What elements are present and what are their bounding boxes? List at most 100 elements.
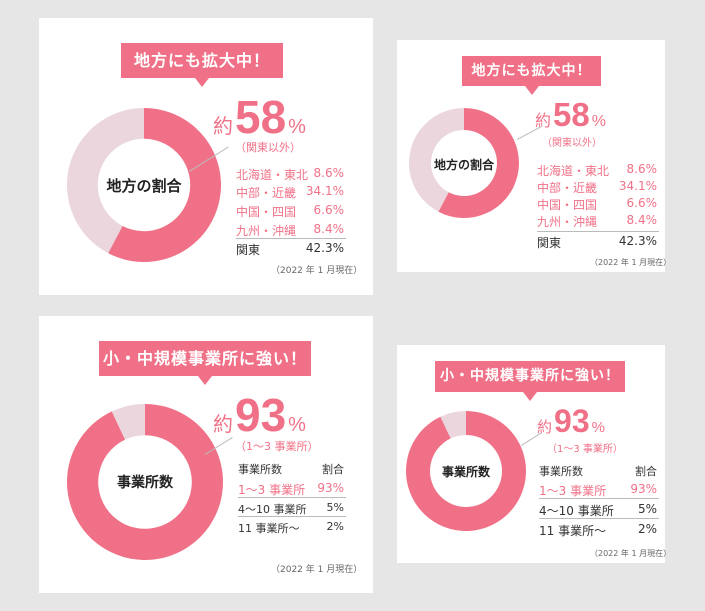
row-value: 93%	[630, 482, 657, 496]
row-label: 4～10 事業所	[539, 504, 614, 518]
row-value: 2%	[326, 520, 344, 533]
divider	[537, 231, 659, 232]
donut-slice-2	[111, 404, 145, 440]
donut-center-label: 事業所数	[117, 475, 173, 491]
row-value: 93%	[317, 481, 344, 495]
table-row: 九州・沖縄 8.4%	[537, 213, 657, 230]
row-label: 九州・沖縄	[236, 224, 297, 238]
donut-slice-1	[438, 108, 519, 218]
donut-regional	[409, 108, 519, 218]
table-row: 11 事業所～ 2%	[238, 520, 344, 536]
donut-offices	[66, 404, 223, 560]
card-offices-large: 小・中規模事業所に強い！ 事業所数 約93% （1～3 事業所） 事業所数 割合 …	[39, 316, 373, 593]
approx-prefix: 約	[213, 414, 233, 436]
date-note: （2022 年 1 月現在）	[590, 549, 672, 558]
headline-number: 58	[235, 91, 287, 143]
row-label: 中国・四国	[236, 205, 297, 219]
row-label: 九州・沖縄	[537, 215, 598, 229]
donut-center-label: 地方の割合	[106, 177, 182, 195]
donut-slice-1	[66, 404, 223, 560]
headline-sub: （関東以外）	[235, 141, 301, 154]
table-row: 中国・四国 6.6%	[537, 196, 657, 213]
approx-prefix: 約	[213, 116, 233, 138]
headline-value: 約93%	[537, 403, 605, 440]
percent-sign: %	[591, 419, 605, 436]
headline-sub: （1～3 事業所）	[547, 444, 623, 455]
table-row: 北海道・東北 8.6%	[236, 166, 344, 183]
row-value: 8.6%	[313, 166, 345, 180]
headline-value: 約58%	[213, 90, 306, 144]
row-value: 34.1%	[618, 179, 657, 193]
row-value: 6.6%	[313, 203, 345, 217]
table-row: 中部・近畿 34.1%	[537, 179, 657, 196]
row-value: 5%	[326, 501, 344, 514]
header-label: 事業所数	[539, 465, 583, 478]
headline-number: 93	[554, 403, 590, 439]
headline-value: 約93%	[213, 388, 306, 442]
approx-prefix: 約	[535, 113, 552, 130]
date-note: （2022 年 1 月現在）	[271, 266, 363, 276]
row-value: 42.3%	[618, 234, 657, 248]
table-row: 中国・四国 6.6%	[236, 203, 344, 220]
percent-sign: %	[288, 414, 306, 436]
row-value: 8.4%	[626, 213, 658, 227]
header-value: 割合	[635, 465, 657, 478]
row-value: 8.6%	[626, 162, 658, 176]
row-value: 6.6%	[626, 196, 658, 210]
row-label: 1～3 事業所	[238, 483, 306, 497]
divider	[539, 518, 659, 519]
percent-sign: %	[288, 116, 306, 138]
row-label: 関東	[236, 243, 261, 257]
row-value: 8.4%	[313, 222, 345, 236]
divider	[238, 516, 346, 517]
row-label: 北海道・東北	[236, 168, 309, 182]
row-label: 中部・近畿	[236, 186, 297, 200]
percent-sign: %	[591, 113, 606, 130]
donut-slice-1	[108, 108, 221, 262]
table-header: 事業所数 割合	[539, 463, 657, 479]
headline-number: 58	[553, 96, 590, 133]
row-label: 中部・近畿	[537, 181, 598, 195]
headline-value: 約58%	[535, 96, 606, 134]
headline-sub: （1～3 事業所）	[235, 440, 319, 453]
banner-regional: 地方にも拡大中！	[121, 43, 283, 87]
banner-offices: 小・中規模事業所に強い！	[99, 341, 311, 385]
donut-slice-2	[440, 411, 466, 439]
banner-offices: 小・中規模事業所に強い！	[435, 361, 625, 401]
donut-center-label: 地方の割合	[433, 158, 494, 172]
headline-number: 93	[235, 389, 287, 441]
date-note: （2022 年 1 月現在）	[590, 258, 672, 267]
row-label: 北海道・東北	[537, 164, 610, 178]
donut-offices	[406, 411, 526, 531]
card-offices-small: 小・中規模事業所に強い！ 事業所数 約93% （1～3 事業所） 事業所数 割合 …	[397, 345, 671, 563]
table-row: 北海道・東北 8.6%	[537, 162, 657, 179]
row-label: 関東	[537, 236, 562, 250]
divider	[539, 498, 659, 499]
table-row: 関東 42.3%	[236, 241, 344, 258]
header-label: 事業所数	[238, 463, 282, 476]
donut-slice-1	[406, 411, 526, 531]
table-row: 1～3 事業所 93%	[539, 482, 657, 499]
row-label: 11 事業所～	[539, 524, 607, 538]
table-row: 11 事業所～ 2%	[539, 522, 657, 539]
donut-regional	[67, 108, 221, 262]
row-value: 42.3%	[305, 241, 344, 255]
table-row: 関東 42.3%	[537, 234, 657, 251]
card-regional-small: 地方にも拡大中！ 地方の割合 約58% （関東以外） 北海道・東北 8.6% 中部…	[397, 40, 671, 272]
date-note: （2022 年 1 月現在）	[271, 565, 363, 575]
row-label: 4～10 事業所	[238, 503, 307, 516]
table-row: 1～3 事業所 93%	[238, 481, 344, 498]
headline-sub: （関東以外）	[542, 138, 602, 149]
banner-regional: 地方にも拡大中！	[462, 56, 601, 95]
header-value: 割合	[322, 463, 344, 476]
table-row: 中部・近畿 34.1%	[236, 184, 344, 201]
donut-slice-2	[409, 108, 464, 212]
divider	[238, 497, 346, 498]
row-value: 5%	[637, 502, 657, 516]
row-label: 1～3 事業所	[539, 484, 607, 498]
table-row: 4～10 事業所 5%	[238, 501, 344, 517]
donut-center-label: 事業所数	[441, 465, 490, 479]
card-regional-large: 地方にも拡大中！ 地方の割合 約58% （関東以外） 北海道・東北 8.6% 中部…	[39, 18, 373, 295]
approx-prefix: 約	[537, 419, 553, 436]
row-value: 2%	[637, 522, 657, 536]
